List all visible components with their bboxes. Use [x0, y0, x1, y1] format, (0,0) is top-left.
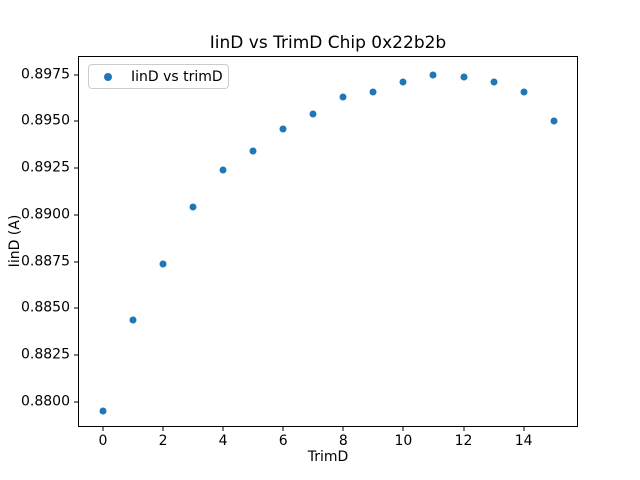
- y-tick-mark: [74, 214, 78, 216]
- legend-label: IinD vs trimD: [131, 68, 223, 85]
- y-tick-label: 0.8900: [21, 206, 70, 223]
- x-tick-mark: [402, 427, 404, 431]
- y-tick-label: 0.8925: [21, 159, 70, 176]
- x-tick-mark: [102, 427, 104, 431]
- x-tick-label: 14: [514, 433, 533, 449]
- x-tick-label: 2: [158, 433, 168, 449]
- plot-area: IinD vs trimD: [78, 56, 578, 427]
- x-tick-mark: [162, 427, 164, 431]
- data-point: [490, 78, 498, 86]
- x-tick-label: 0: [98, 433, 108, 449]
- y-tick-mark: [74, 167, 78, 169]
- data-point: [399, 78, 407, 86]
- x-tick-mark: [342, 427, 344, 431]
- data-point: [249, 147, 257, 155]
- y-tick-label: 0.8825: [21, 346, 70, 363]
- x-tick-label: 6: [278, 433, 288, 449]
- x-tick-mark: [523, 427, 525, 431]
- chart-title: IinD vs TrimD Chip 0x22b2b: [209, 33, 447, 53]
- legend-marker-dot: [104, 72, 112, 81]
- data-point: [429, 71, 437, 79]
- y-tick-mark: [74, 354, 78, 356]
- y-tick-label: 0.8800: [21, 393, 70, 410]
- y-tick-mark: [74, 261, 78, 263]
- data-point: [339, 93, 347, 101]
- data-point: [279, 125, 287, 133]
- x-tick-label: 4: [218, 433, 228, 449]
- data-point: [520, 88, 528, 96]
- data-point: [219, 166, 227, 174]
- data-point: [369, 88, 377, 96]
- data-point: [159, 260, 167, 268]
- data-point: [189, 203, 197, 211]
- data-point: [550, 117, 558, 125]
- y-tick-label: 0.8975: [21, 66, 70, 83]
- axes-overlay: 0 2 4 6 8 10 12 14 0.8800 0.8825 0.8850 0.8875 0.890…: [21, 56, 578, 449]
- x-tick-label: 12: [454, 433, 473, 449]
- y-tick-mark: [74, 74, 78, 76]
- x-tick-mark: [282, 427, 284, 431]
- x-tick-mark: [463, 427, 465, 431]
- x-axis-label: TrimD: [307, 449, 349, 465]
- y-axis-label: IinD (A): [7, 214, 23, 268]
- legend: IinD vs trimD: [88, 64, 229, 89]
- y-tick-mark: [74, 401, 78, 403]
- y-tick-label: 0.8850: [21, 300, 70, 317]
- data-point: [460, 73, 468, 81]
- data-point: [309, 110, 317, 118]
- y-tick-label: 0.8875: [21, 253, 70, 270]
- x-tick-label: 8: [338, 433, 348, 449]
- y-tick-mark: [74, 307, 78, 309]
- y-tick-label: 0.8950: [21, 113, 70, 130]
- y-tick-mark: [74, 120, 78, 122]
- data-point: [99, 407, 107, 415]
- x-tick-mark: [222, 427, 224, 431]
- data-point: [129, 316, 137, 324]
- x-tick-label: 10: [394, 433, 413, 449]
